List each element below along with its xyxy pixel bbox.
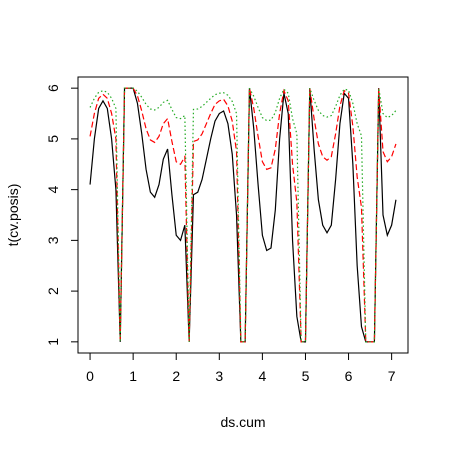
x-tick-label: 7 (388, 368, 396, 384)
y-tick-label: 6 (45, 84, 61, 92)
x-tick-label: 0 (86, 368, 94, 384)
x-tick-label: 5 (302, 368, 310, 384)
y-tick-label: 1 (45, 338, 61, 346)
x-tick-label: 4 (258, 368, 266, 384)
series-line (89, 87, 397, 343)
x-tick-label: 2 (172, 368, 180, 384)
y-tick-label: 4 (45, 186, 61, 194)
plot-box (77, 76, 409, 354)
x-tick-label: 1 (129, 368, 137, 384)
y-axis-label: t(cv.posis) (5, 184, 21, 247)
y-tick-label: 2 (45, 287, 61, 295)
y-tick-label: 5 (45, 135, 61, 143)
x-axis-label: ds.cum (220, 414, 265, 430)
series-line (89, 87, 397, 343)
y-tick-label: 3 (45, 236, 61, 244)
x-tick-label: 6 (345, 368, 353, 384)
x-tick-label: 3 (215, 368, 223, 384)
